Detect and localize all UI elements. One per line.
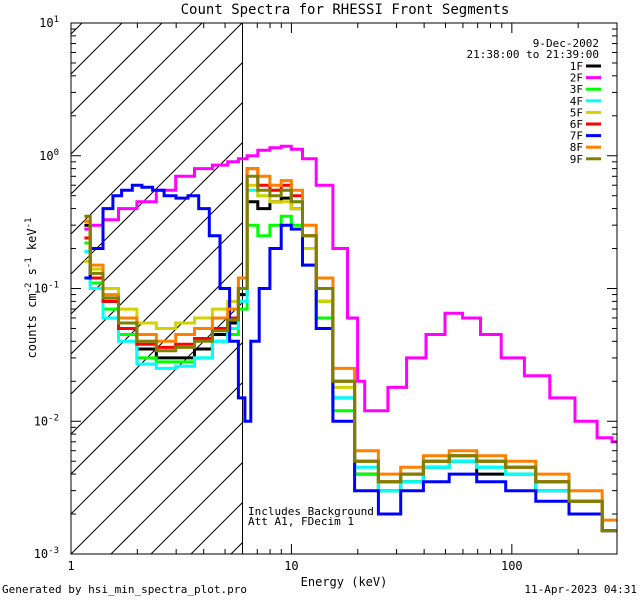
legend-date: 9-Dec-2002 — [533, 37, 599, 50]
y-tick-label: 10-2 — [34, 413, 59, 428]
y-tick-label: 100 — [39, 148, 59, 163]
y-tick-label: 10-1 — [34, 281, 59, 296]
series-7f — [84, 183, 617, 533]
series-2f — [84, 144, 617, 444]
series-9f — [84, 174, 617, 533]
y-label-exp-1: -2 — [24, 283, 34, 294]
hatch-line — [71, 341, 243, 515]
footer-timestamp: 11-Apr-2023 04:31 — [524, 583, 637, 596]
hatch-line — [71, 381, 243, 554]
legend-time-range: 21:38:00 to 21:39:00 — [467, 48, 599, 61]
series-8f — [84, 167, 617, 522]
legend-label-5f: 5F — [570, 106, 583, 119]
y-tick-label: 10-3 — [34, 546, 59, 561]
legend-label-6f: 6F — [570, 118, 583, 131]
x-tick-label: 10 — [284, 559, 298, 573]
y-tick-label: 101 — [39, 15, 59, 30]
y-label-part-1: counts cm — [25, 293, 39, 358]
legend-label-9f: 9F — [570, 153, 583, 166]
series-layer — [84, 144, 617, 533]
legend-label-3f: 3F — [570, 83, 583, 96]
annotation-line-2: Att A1, FDecim 1 — [248, 515, 354, 528]
background-annotation: Includes Background Att A1, FDecim 1 — [248, 505, 374, 528]
legend-label-8f: 8F — [570, 141, 583, 154]
y-label-exp-2: -1 — [24, 257, 34, 268]
hatch-line — [71, 23, 123, 75]
hatch-line — [351, 0, 640, 554]
y-label-part-3: keV — [25, 228, 39, 257]
footer-generator-credit: Generated by hsi_min_spectra_plot.pro — [2, 583, 248, 596]
hatch-line — [71, 221, 243, 395]
legend-label-7f: 7F — [570, 130, 583, 143]
x-axis-label: Energy (keV) — [301, 575, 388, 589]
hatch-line — [71, 23, 243, 195]
hatch-line — [71, 23, 163, 115]
legend-label-1f: 1F — [570, 60, 583, 73]
axes: 1 10 100 10-3 10-2 10-1 100 101 — [34, 15, 618, 573]
chart-title: Count Spectra for RHESSI Front Segments — [181, 2, 510, 18]
legend-label-2f: 2F — [570, 72, 583, 85]
hatch-line — [71, 301, 243, 475]
excluded-region-hatch — [71, 0, 640, 554]
x-tick-label: 100 — [501, 559, 523, 573]
annotation-line-1: Includes Background — [248, 505, 374, 518]
hatch-line — [71, 141, 243, 315]
hatch-line — [71, 61, 243, 235]
x-tick-label: 1 — [67, 559, 74, 573]
y-label-exp-3: -1 — [24, 218, 34, 229]
hatch-line — [71, 261, 243, 435]
hatch-line — [71, 181, 243, 355]
y-label-part-2: s — [25, 268, 39, 282]
hatch-line — [110, 421, 243, 554]
y-axis-label: counts cm-2 s-1 keV-1 — [24, 218, 39, 359]
hatch-line — [71, 23, 83, 35]
legend-label-4f: 4F — [570, 95, 583, 108]
hatch-line — [71, 23, 203, 155]
hatch-line — [150, 461, 243, 554]
legend: 9-Dec-2002 21:38:00 to 21:39:00 1F2F3F4F… — [467, 37, 601, 166]
